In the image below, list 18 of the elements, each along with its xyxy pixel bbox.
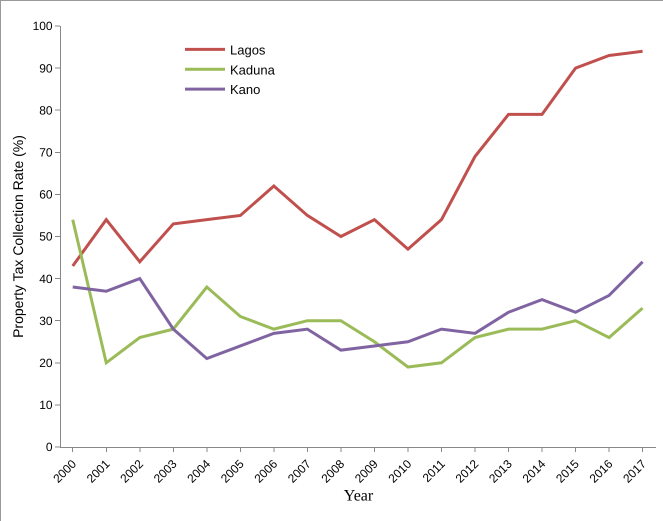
legend-label: Kaduna bbox=[230, 62, 276, 78]
y-tick-label: 80 bbox=[39, 103, 53, 118]
legend-label: Kano bbox=[230, 82, 260, 98]
y-tick-label: 100 bbox=[32, 19, 53, 34]
y-tick-label: 70 bbox=[39, 146, 53, 160]
y-tick-label: 90 bbox=[39, 61, 53, 76]
y-tick-label: 20 bbox=[39, 356, 53, 370]
legend-label: Lagos bbox=[230, 42, 266, 58]
y-axis-title: Property Tax Collection Rate (%) bbox=[10, 135, 26, 338]
y-tick-label: 0 bbox=[46, 440, 53, 454]
y-tick-label: 60 bbox=[39, 188, 53, 202]
line-series bbox=[71, 260, 644, 360]
line-series bbox=[71, 218, 644, 369]
y-tick-label: 50 bbox=[39, 230, 53, 244]
x-axis-title: Year bbox=[344, 487, 374, 504]
y-tick-label: 10 bbox=[39, 398, 53, 412]
y-tick-label: 30 bbox=[39, 314, 53, 328]
y-tick-label: 40 bbox=[39, 272, 53, 286]
